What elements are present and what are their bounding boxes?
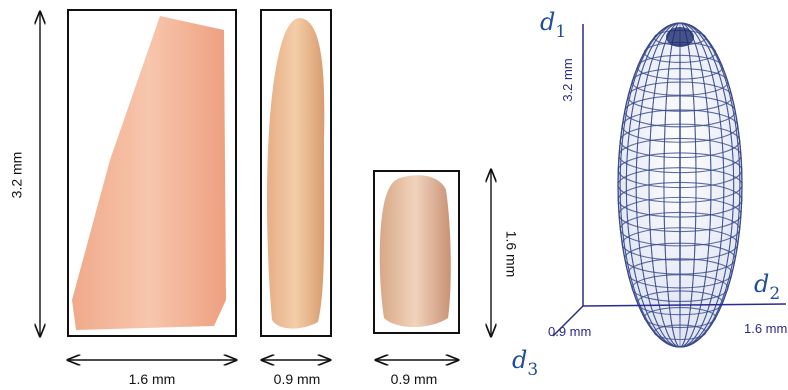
- grain-photo: [267, 18, 324, 329]
- height-label: 1.6 mm: [503, 231, 519, 278]
- symbol: d: [754, 270, 769, 298]
- axis-length-label: 0.9 mm: [548, 324, 591, 339]
- width-label: 1.6 mm: [129, 371, 176, 387]
- mesh-meridian: [680, 23, 681, 347]
- axis-symbol: d3: [512, 346, 538, 380]
- width-label: 0.9 mm: [391, 371, 438, 387]
- ellipsoid: [618, 23, 742, 347]
- grain-photo: [72, 16, 226, 330]
- axis-length-label: 3.2 mm: [560, 58, 575, 101]
- pole: [666, 27, 694, 47]
- figure: 3.2 mm 1.6 mm 0.9 mm 0.9 mm 1.6 mm d1 3.…: [0, 0, 788, 390]
- width-label: 0.9 mm: [274, 371, 321, 387]
- axis-length-label: 1.6 mm: [744, 321, 787, 336]
- grain-1: 3.2 mm 1.6 mm: [9, 10, 236, 387]
- subscript: 1: [555, 22, 566, 42]
- axis-symbol: d2: [754, 270, 780, 304]
- subscript: 3: [527, 360, 538, 380]
- grain-3: 0.9 mm 1.6 mm: [374, 170, 519, 387]
- grain-photo: [380, 175, 451, 327]
- axis-d2: [583, 304, 786, 306]
- symbol: d: [540, 8, 555, 36]
- symbol: d: [512, 346, 527, 374]
- axis-symbol: d1: [540, 8, 566, 42]
- grain-2: 0.9 mm: [261, 10, 331, 387]
- height-label: 3.2 mm: [9, 152, 25, 199]
- subscript: 2: [769, 284, 780, 304]
